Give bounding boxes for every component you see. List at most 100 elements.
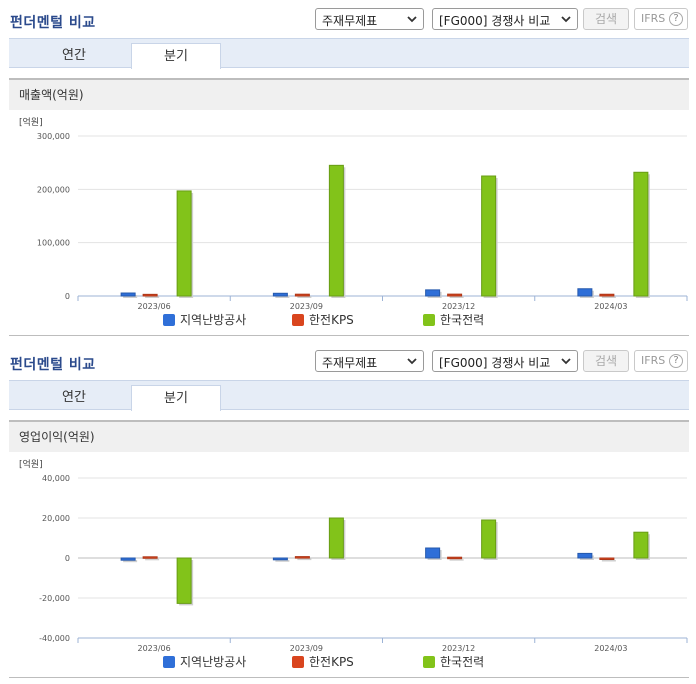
bar-shadow (449, 296, 464, 298)
help-icon: ? (669, 12, 683, 26)
legend-swatch (163, 314, 175, 326)
bar-shadow (275, 295, 290, 298)
bar (142, 556, 158, 559)
bar-shadow (297, 558, 312, 561)
bar-shadow (123, 560, 138, 563)
y-tick-label: 300,000 (37, 132, 70, 141)
help-icon: ? (669, 354, 683, 368)
ifrs-label: IFRS (641, 12, 666, 25)
bar (328, 164, 344, 297)
bar (294, 556, 310, 559)
y-tick-label: -20,000 (39, 594, 70, 603)
bar-shadow (297, 296, 312, 298)
legend-swatch (423, 656, 435, 668)
y-tick-label: 40,000 (42, 474, 70, 483)
bar-shadow (123, 295, 138, 298)
bar (599, 557, 615, 560)
y-unit-label: [억원] (19, 116, 43, 128)
y-unit-label: [억원] (19, 458, 43, 470)
report-type-select[interactable]: 주재무제표 (315, 8, 424, 30)
report-type-value: 주재무제표 (322, 356, 378, 370)
report-type-value: 주재무제표 (322, 14, 378, 28)
chart-panel-title: 영업이익(억원) (9, 422, 689, 452)
x-tick-label: 2023/06 (138, 644, 171, 653)
period-tabs: 연간 분기 (9, 380, 689, 411)
chevron-down-icon (407, 358, 417, 365)
report-type-select[interactable]: 주재무제표 (315, 350, 424, 372)
bar-shadow (601, 560, 616, 562)
bar (176, 557, 192, 604)
bar (142, 293, 158, 297)
legend-swatch (292, 656, 304, 668)
x-tick-label: 2023/09 (290, 302, 323, 311)
fundamental-compare-operating-profit-section: 펀더멘털 비교 주재무제표 [FG000] 경쟁사 비교 검색 IFRS ? 연… (0, 342, 696, 684)
bar (481, 519, 497, 559)
bar-shadow (145, 558, 160, 561)
legend-label: 한전KPS (309, 313, 354, 327)
y-tick-label: -40,000 (39, 634, 70, 643)
legend-label: 한국전력 (440, 655, 485, 669)
chart-panel-title: 매출액(억원) (9, 80, 689, 110)
bar (328, 517, 344, 559)
bar (272, 557, 288, 561)
compare-group-value: [FG000] 경쟁사 비교 (439, 14, 551, 28)
bar (599, 293, 615, 297)
ifrs-help-button[interactable]: IFRS ? (634, 8, 688, 30)
bar (272, 292, 288, 297)
legend-label: 한전KPS (309, 655, 354, 669)
bar-shadow (275, 560, 290, 562)
legend-swatch (163, 656, 175, 668)
y-tick-label: 20,000 (42, 514, 70, 523)
tab-quarterly[interactable]: 분기 (131, 385, 221, 411)
x-tick-label: 2023/12 (442, 302, 475, 311)
y-tick-label: 200,000 (37, 185, 70, 194)
bar (481, 175, 497, 297)
bar (176, 190, 192, 297)
bar (447, 293, 463, 297)
bar (633, 171, 649, 297)
chevron-down-icon (561, 16, 571, 23)
tab-annual[interactable]: 연간 (62, 48, 86, 63)
bar (577, 552, 593, 559)
bar-shadow (145, 296, 160, 298)
chart-legend: 지역난방공사 한전KPS 한국전력 (0, 654, 696, 670)
legend-label: 한국전력 (440, 313, 485, 327)
search-button[interactable]: 검색 (583, 8, 629, 30)
tab-annual[interactable]: 연간 (62, 390, 86, 405)
compare-group-select[interactable]: [FG000] 경쟁사 비교 (432, 8, 578, 30)
ifrs-label: IFRS (641, 354, 666, 367)
bar (120, 557, 136, 561)
legend-swatch (423, 314, 435, 326)
compare-group-select[interactable]: [FG000] 경쟁사 비교 (432, 350, 578, 372)
x-tick-label: 2023/09 (290, 644, 323, 653)
tab-quarterly[interactable]: 분기 (131, 43, 221, 69)
chevron-down-icon (561, 358, 571, 365)
fundamental-compare-revenue-section: 펀더멘털 비교 주재무제표 [FG000] 경쟁사 비교 검색 IFRS ? 연… (0, 8, 696, 336)
bar (425, 547, 441, 559)
revenue-bar-chart: [억원] 0 100,000 200,000 300,000 2023/06 2023/09… (19, 116, 688, 311)
chart-legend: 지역난방공사 한전KPS 한국전력 (0, 312, 696, 328)
bar (425, 289, 441, 297)
y-tick-label: 100,000 (37, 239, 70, 248)
x-tick-label: 2023/06 (138, 302, 171, 311)
bar-shadow (449, 559, 464, 561)
chevron-down-icon (407, 16, 417, 23)
section-title: 펀더멘털 비교 (10, 15, 96, 31)
y-tick-label: 0 (65, 292, 70, 301)
bar (294, 293, 310, 297)
legend-label: 지역난방공사 (180, 313, 247, 327)
bar (120, 292, 136, 297)
bar-shadow (601, 296, 616, 298)
bar (633, 531, 649, 559)
bar (447, 556, 463, 560)
search-button[interactable]: 검색 (583, 350, 629, 372)
period-tabs: 연간 분기 (9, 38, 689, 69)
compare-group-value: [FG000] 경쟁사 비교 (439, 356, 551, 370)
operating-profit-bar-chart: [억원] -40,000 -20,000 0 20,000 40,000 2023/06 20… (19, 458, 688, 653)
chart-panel: 영업이익(억원) (9, 420, 689, 678)
bar (577, 288, 593, 297)
chart-panel: 매출액(억원) (9, 78, 689, 336)
ifrs-help-button[interactable]: IFRS ? (634, 350, 688, 372)
legend-swatch (292, 314, 304, 326)
x-tick-label: 2024/03 (594, 302, 627, 311)
